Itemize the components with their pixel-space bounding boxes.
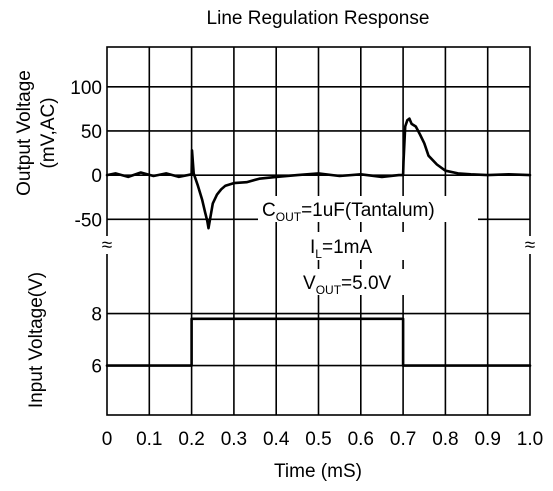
svg-text:Output Voltage: Output Voltage (14, 70, 35, 196)
input-y-axis-label: Input Voltage(V) (26, 272, 47, 408)
y-tick-label: -50 (75, 210, 102, 231)
x-tick-label: 0.7 (390, 429, 416, 450)
series-layer (105, 117, 532, 367)
annotation-il: IL=1mA (306, 232, 418, 261)
x-tick-label: 0.3 (221, 429, 247, 450)
x-tick-label: 0 (102, 429, 113, 450)
x-tick-label: 0.5 (305, 429, 331, 450)
svg-text:Input Voltage(V): Input Voltage(V) (26, 272, 47, 408)
grid-lines (107, 47, 530, 415)
svg-text:IL=1mA: IL=1mA (310, 237, 372, 261)
axis-break-symbols: ≈ ≈ (98, 235, 539, 256)
x-tick-label: 0.1 (136, 429, 162, 450)
annotation-vout: VOUT=5.0V (300, 269, 412, 297)
y-tick-label: 0 (91, 166, 102, 187)
input-voltage-trace (105, 317, 532, 367)
input-y-ticks: 86 (91, 305, 102, 378)
x-tick-label: 1.0 (517, 429, 543, 450)
chart-title: Line Regulation Response (207, 8, 430, 29)
y-tick-label: 50 (81, 122, 102, 143)
x-tick-label: 0.4 (263, 429, 290, 450)
axis-break-mask-right (521, 236, 539, 254)
svg-text:(mV,AC): (mV,AC) (38, 97, 59, 168)
x-tick-label: 0.9 (474, 429, 500, 450)
output-voltage-trace (105, 117, 532, 230)
axis-break-mask-left (98, 236, 116, 254)
y-tick-label: 100 (70, 78, 102, 99)
y-tick-label: 8 (91, 305, 102, 326)
x-tick-label: 0.6 (348, 429, 374, 450)
x-ticks: 0 0.1 0.2 0.3 0.4 0.5 0.6 0.7 0.8 0.9 1.0 (102, 429, 544, 450)
output-y-ticks: 100 50 0 -50 (70, 78, 102, 232)
x-axis-label: Time (mS) (274, 461, 362, 482)
output-y-axis-label: Output Voltage (mV,AC) (14, 70, 59, 196)
svg-text:COUT=1uF(Tantalum): COUT=1uF(Tantalum) (262, 200, 435, 224)
axis-break-left: ≈ (102, 235, 112, 256)
x-tick-label: 0.8 (432, 429, 458, 450)
annotation-cout: COUT=1uF(Tantalum) (258, 196, 478, 224)
y-tick-label: 6 (91, 357, 102, 378)
axis-break-right: ≈ (525, 235, 535, 256)
svg-text:VOUT=5.0V: VOUT=5.0V (303, 273, 392, 297)
x-tick-label: 0.2 (178, 429, 204, 450)
